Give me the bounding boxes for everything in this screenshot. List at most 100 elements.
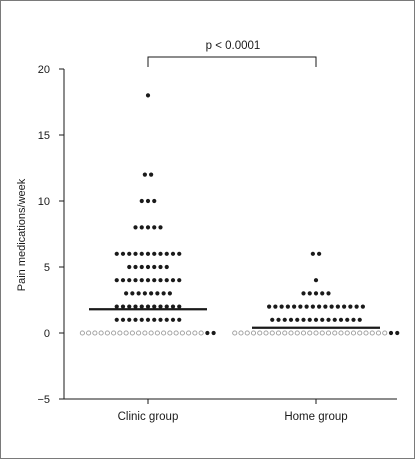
data-point bbox=[164, 264, 169, 270]
data-point bbox=[170, 317, 176, 322]
data-point bbox=[313, 291, 319, 296]
data-point-open bbox=[269, 330, 275, 336]
data-point-open bbox=[344, 330, 350, 336]
data-point bbox=[149, 291, 154, 296]
data-point-open bbox=[79, 330, 85, 336]
data-point bbox=[164, 304, 169, 309]
data-point bbox=[152, 304, 157, 309]
data-point bbox=[120, 304, 126, 309]
y-axis: −5 0 5 10 15 20 bbox=[37, 64, 65, 406]
data-point bbox=[161, 291, 166, 296]
data-point bbox=[285, 304, 290, 309]
data-point bbox=[351, 317, 356, 322]
data-point bbox=[167, 291, 172, 296]
data-point bbox=[323, 304, 328, 309]
data-point bbox=[133, 225, 138, 230]
data-point-open bbox=[92, 330, 98, 336]
data-point bbox=[301, 291, 306, 296]
significance-bracket bbox=[147, 56, 317, 67]
data-point bbox=[211, 330, 216, 336]
data-point bbox=[288, 317, 294, 322]
data-point bbox=[177, 251, 182, 256]
data-point bbox=[158, 278, 163, 283]
data-point bbox=[139, 225, 144, 230]
data-point bbox=[317, 251, 322, 256]
data-point-open bbox=[86, 330, 92, 336]
data-point-open bbox=[136, 330, 142, 336]
data-point bbox=[145, 264, 151, 270]
data-point bbox=[158, 251, 163, 256]
data-point-open bbox=[104, 330, 110, 336]
data-point bbox=[329, 304, 334, 309]
data-point bbox=[177, 278, 182, 283]
data-point bbox=[282, 317, 287, 322]
data-point-open bbox=[148, 330, 154, 336]
data-point bbox=[145, 251, 151, 256]
data-point bbox=[342, 304, 347, 309]
data-point bbox=[164, 251, 169, 256]
data-point bbox=[127, 264, 132, 270]
data-point bbox=[158, 304, 163, 309]
data-point-open bbox=[294, 330, 300, 336]
data-point bbox=[304, 304, 309, 309]
data-points bbox=[79, 93, 400, 336]
data-point-open bbox=[382, 330, 388, 336]
data-point bbox=[354, 304, 359, 309]
data-point bbox=[124, 291, 129, 296]
data-point bbox=[279, 304, 284, 309]
data-point bbox=[158, 225, 163, 230]
data-point bbox=[142, 172, 147, 177]
data-point-open bbox=[179, 330, 185, 336]
data-point bbox=[130, 291, 135, 296]
data-point-open bbox=[173, 330, 179, 336]
x-category-label: Home group bbox=[284, 411, 347, 423]
data-point bbox=[170, 278, 176, 283]
data-point-open bbox=[282, 330, 288, 336]
data-point bbox=[276, 317, 281, 322]
y-tick-label: 0 bbox=[44, 328, 50, 340]
data-point-open bbox=[375, 330, 382, 336]
x-category-label: Clinic group bbox=[118, 411, 179, 423]
data-point bbox=[145, 317, 151, 322]
data-point bbox=[133, 304, 138, 309]
data-point bbox=[301, 317, 306, 322]
data-point-open bbox=[117, 330, 123, 336]
data-point-open bbox=[363, 330, 369, 336]
data-point bbox=[136, 291, 141, 296]
data-point bbox=[155, 291, 160, 296]
data-point bbox=[338, 317, 344, 322]
data-point bbox=[127, 278, 132, 283]
data-point bbox=[149, 172, 154, 177]
data-point bbox=[114, 317, 119, 322]
data-point bbox=[273, 304, 278, 309]
data-point-open bbox=[111, 330, 117, 336]
data-point-open bbox=[186, 330, 192, 336]
data-point bbox=[133, 251, 138, 256]
data-point-open bbox=[313, 330, 319, 336]
data-point bbox=[292, 304, 297, 309]
data-point bbox=[177, 317, 182, 322]
data-point bbox=[145, 278, 151, 283]
data-point bbox=[120, 251, 126, 256]
data-point-open bbox=[369, 330, 375, 336]
data-point bbox=[164, 278, 169, 283]
data-point bbox=[139, 198, 144, 204]
data-point-open bbox=[244, 330, 250, 336]
y-tick-label: 5 bbox=[44, 262, 50, 274]
data-point bbox=[170, 304, 176, 309]
data-point bbox=[177, 304, 182, 309]
data-point bbox=[313, 278, 319, 283]
data-point-open bbox=[250, 330, 257, 336]
y-tick-label: 10 bbox=[38, 196, 50, 208]
data-point bbox=[114, 251, 119, 256]
data-point-open bbox=[350, 330, 357, 336]
data-point bbox=[139, 264, 144, 270]
data-point bbox=[139, 278, 144, 283]
data-point bbox=[114, 304, 119, 309]
data-point bbox=[360, 304, 365, 309]
data-point-open bbox=[154, 330, 160, 336]
data-point-open bbox=[325, 330, 332, 336]
data-point-open bbox=[198, 330, 204, 336]
data-point-open bbox=[192, 330, 198, 336]
